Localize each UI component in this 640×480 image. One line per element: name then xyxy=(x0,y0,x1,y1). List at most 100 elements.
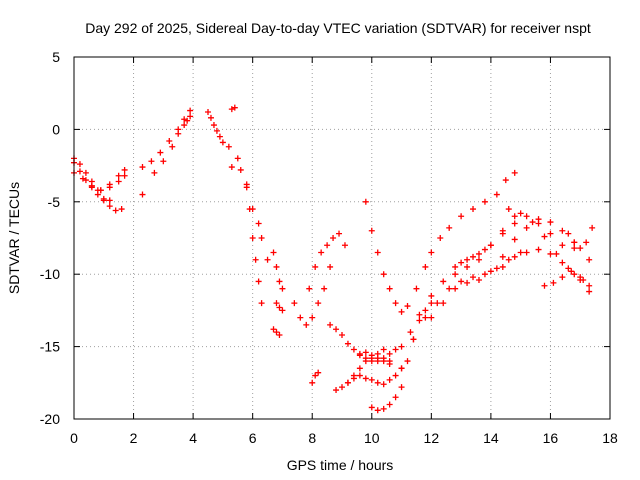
series-arc9 xyxy=(243,181,271,263)
series-arc18 xyxy=(356,349,393,367)
data-point xyxy=(464,256,471,263)
data-point xyxy=(94,191,101,198)
data-point xyxy=(249,235,256,241)
data-point xyxy=(404,358,411,365)
data-point xyxy=(475,276,482,283)
data-point xyxy=(327,321,334,328)
data-point xyxy=(380,346,387,353)
data-point xyxy=(458,259,465,266)
y-tick-label: -5 xyxy=(48,194,61,210)
data-point xyxy=(568,268,575,275)
series-arc7 xyxy=(205,104,238,150)
data-point xyxy=(559,259,566,266)
data-point xyxy=(422,307,429,314)
data-point xyxy=(333,387,340,394)
data-point xyxy=(523,213,530,220)
data-point xyxy=(368,227,375,234)
data-point xyxy=(374,355,381,362)
x-tick-label: 16 xyxy=(543,430,559,446)
data-point xyxy=(428,314,435,321)
data-point xyxy=(76,161,83,168)
data-point xyxy=(437,235,444,241)
data-point xyxy=(350,375,357,382)
data-point xyxy=(336,230,343,237)
data-point xyxy=(276,332,283,339)
data-point xyxy=(380,358,387,365)
data-point xyxy=(279,285,286,292)
data-point xyxy=(276,278,283,285)
data-point xyxy=(493,191,500,198)
data-point xyxy=(374,379,381,386)
chart-title: Day 292 of 2025, Sidereal Day-to-day VTE… xyxy=(85,20,591,36)
data-point xyxy=(279,307,286,314)
grid xyxy=(74,57,610,419)
data-point xyxy=(356,350,363,357)
data-point xyxy=(550,279,557,286)
x-axis-label: GPS time / hours xyxy=(287,457,394,473)
data-point xyxy=(368,376,375,383)
data-point xyxy=(213,127,220,134)
data-point xyxy=(118,206,125,213)
data-point xyxy=(586,288,593,295)
series-arc15 xyxy=(327,321,399,365)
data-point xyxy=(216,133,223,140)
data-point xyxy=(249,206,256,213)
data-point xyxy=(541,233,548,240)
data-point xyxy=(386,358,393,365)
data-point xyxy=(523,224,530,231)
data-point xyxy=(210,122,217,129)
data-point xyxy=(559,227,566,234)
data-point xyxy=(219,139,226,146)
series-arc5 xyxy=(139,107,194,198)
data-point xyxy=(398,365,405,372)
y-axis-label: SDTVAR / TECUs xyxy=(6,182,22,294)
data-point xyxy=(422,263,429,270)
data-point xyxy=(181,122,188,129)
data-point xyxy=(416,317,423,324)
data-point xyxy=(228,164,235,171)
data-point xyxy=(187,107,194,114)
data-point xyxy=(258,235,265,241)
data-point xyxy=(374,407,381,414)
data-point xyxy=(583,239,590,246)
data-point xyxy=(404,303,411,310)
data-point xyxy=(97,187,104,194)
data-point xyxy=(309,314,316,321)
data-point xyxy=(523,249,530,256)
data-point xyxy=(297,314,304,321)
data-point xyxy=(565,230,572,237)
data-point xyxy=(362,375,369,382)
data-point xyxy=(356,365,363,372)
data-point xyxy=(270,249,277,256)
data-point xyxy=(350,346,357,353)
x-tick-label: 10 xyxy=(364,430,380,446)
data-point xyxy=(589,224,596,231)
data-point xyxy=(577,276,584,283)
data-point xyxy=(511,213,518,220)
x-tick-label: 8 xyxy=(308,430,316,446)
data-point xyxy=(368,404,375,411)
x-tick-label: 4 xyxy=(189,430,197,446)
series-arc22 xyxy=(398,249,524,372)
data-point xyxy=(276,304,283,311)
y-tick-label: 0 xyxy=(52,121,60,137)
data-point xyxy=(559,242,566,249)
data-point xyxy=(184,117,191,124)
data-point xyxy=(243,181,250,188)
data-point xyxy=(79,175,86,182)
data-point xyxy=(475,250,482,257)
series-arc27 xyxy=(541,268,584,289)
data-point xyxy=(106,203,113,210)
data-point xyxy=(115,178,122,185)
series-arc25 xyxy=(499,246,593,283)
data-point xyxy=(446,224,453,231)
data-point xyxy=(82,177,89,184)
data-point xyxy=(252,256,259,263)
data-point xyxy=(121,172,128,179)
data-point xyxy=(324,242,331,249)
data-point xyxy=(255,220,262,227)
y-tick-label: 5 xyxy=(52,49,60,65)
data-point xyxy=(470,253,477,260)
series-arc13 xyxy=(306,230,348,292)
data-point xyxy=(416,311,423,318)
